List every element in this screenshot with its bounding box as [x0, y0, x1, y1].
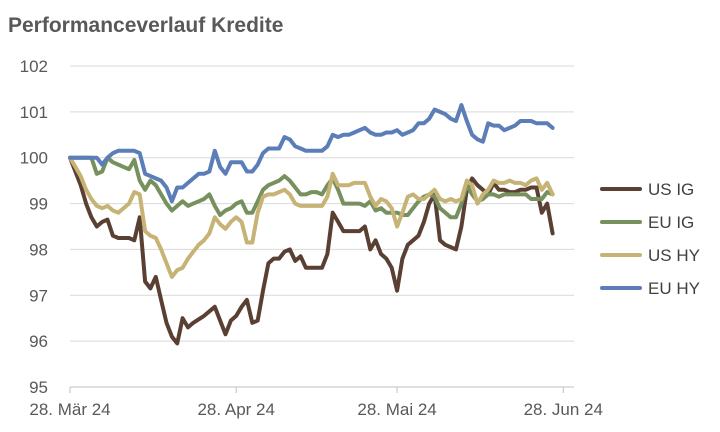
- x-tick-label: 28. Jun 24: [524, 400, 603, 419]
- series-line-eu-hy: [68, 103, 555, 204]
- x-tick-label: 28. Mär 24: [29, 400, 110, 419]
- series-line-eu-ig: [68, 155, 555, 220]
- y-tick-label: 101: [20, 103, 48, 122]
- axes: 95 96 97 98 99 100 101 102 28. Mär 24 28. Apr 24 2…: [20, 57, 603, 419]
- y-tick-label: 97: [29, 286, 48, 305]
- y-tick-label: 98: [29, 240, 48, 259]
- y-tick-label: 100: [20, 149, 48, 168]
- legend: US IG EU IG US HY EU HY: [600, 180, 700, 298]
- x-tick-label: 28. Mai 24: [357, 400, 436, 419]
- y-tick-label: 96: [29, 332, 48, 351]
- y-tick-label: 95: [29, 378, 48, 397]
- y-tick-label: 99: [29, 195, 48, 214]
- chart-title: Performanceverlauf Kredite: [8, 14, 284, 37]
- legend-label: EU HY: [648, 279, 700, 298]
- legend-label: EU IG: [648, 213, 694, 232]
- x-tick-label: 28. Apr 24: [197, 400, 275, 419]
- y-tick-label: 102: [20, 57, 48, 76]
- series-line-us-hy: [68, 155, 555, 279]
- legend-label: US IG: [648, 180, 694, 199]
- series-line-us-ig: [68, 155, 555, 346]
- legend-label: US HY: [648, 246, 700, 265]
- series-lines: [68, 103, 555, 346]
